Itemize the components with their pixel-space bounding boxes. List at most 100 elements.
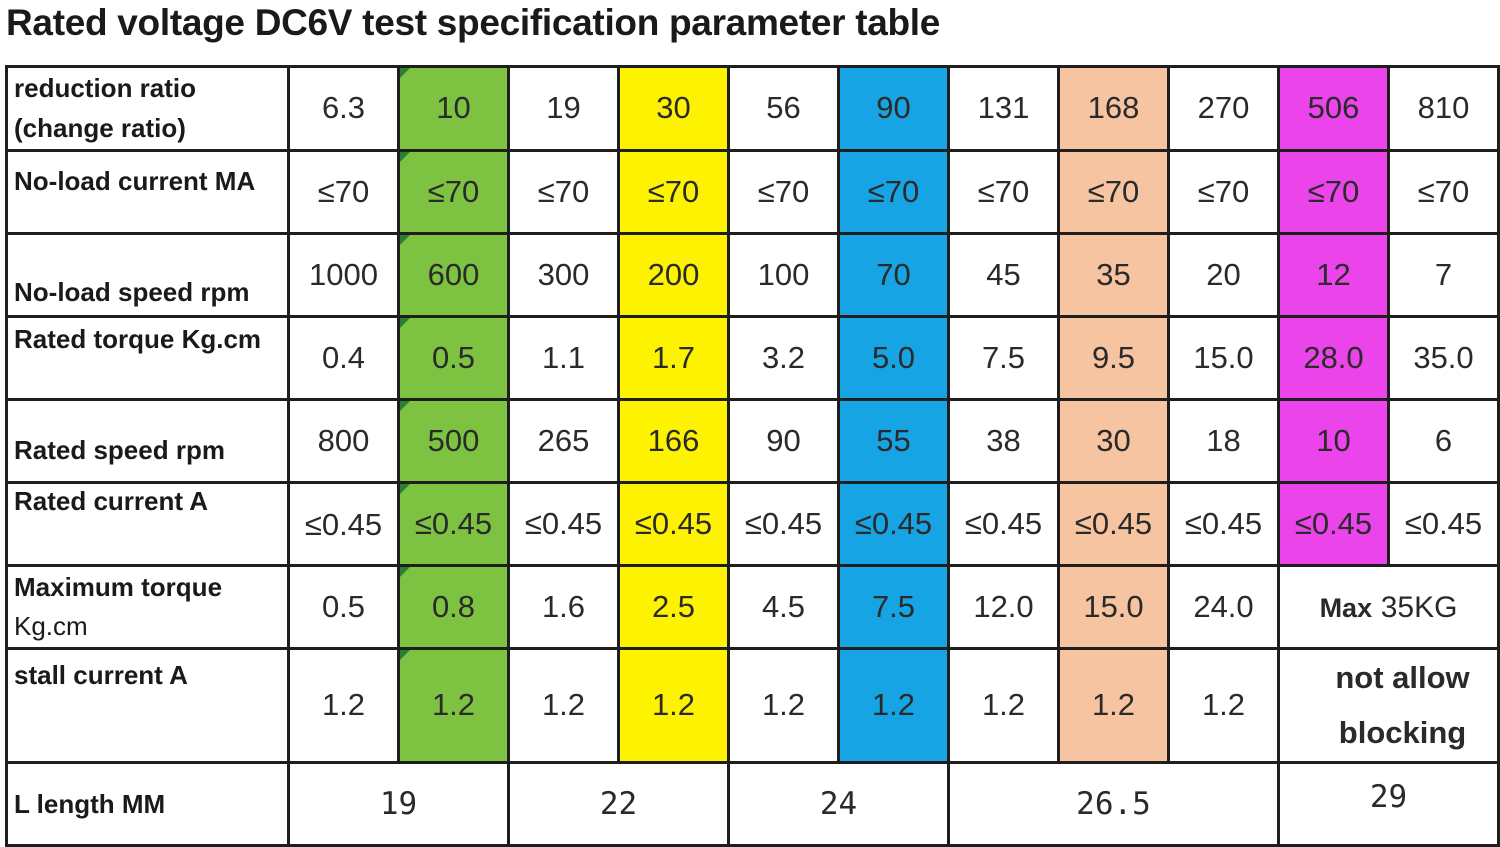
row-label-line: Maximum torque [14, 571, 223, 602]
table-cell: ≤0.45 [947, 480, 1060, 567]
row-label: reduction ratio (change ratio) [5, 65, 290, 152]
length-cell: 29 [1277, 761, 1500, 847]
table-cell: 100 [727, 231, 840, 318]
table-row-no-load-current: No-load current MA ≤70 ≤70 ≤70 ≤70 ≤70 ≤… [5, 148, 1500, 235]
table-cell: ≤70 [397, 148, 510, 235]
table-cell: 1.2 [727, 646, 840, 765]
table-cell: 131 [947, 65, 1060, 152]
table-cell: 810 [1387, 65, 1500, 152]
spec-table: reduction ratio (change ratio) 6.3 10 19… [5, 65, 1500, 847]
row-label: Rated torque Kg.cm [5, 314, 290, 401]
table-cell: ≤70 [837, 148, 950, 235]
table-cell: 1.2 [287, 646, 400, 765]
note-value: 35KG [1380, 590, 1458, 624]
table-cell: 10 [1277, 397, 1390, 484]
page-title: Rated voltage DC6V test specification pa… [6, 2, 941, 43]
length-cell: 19 [287, 761, 510, 847]
table-cell: 38 [947, 397, 1060, 484]
table-cell: ≤70 [1277, 148, 1390, 235]
table-cell: 168 [1057, 65, 1170, 152]
table-cell: 1.2 [837, 646, 950, 765]
table-cell: 600 [397, 231, 510, 318]
table-cell: ≤70 [617, 148, 730, 235]
table-cell: 4.5 [727, 563, 840, 650]
table-cell: 1000 [287, 231, 400, 318]
row-label-line: (change ratio) [14, 113, 186, 144]
table-cell: ≤0.45 [1057, 480, 1170, 567]
table-cell: 30 [617, 65, 730, 152]
table-cell: ≤0.45 [1387, 480, 1500, 567]
table-cell: 56 [727, 65, 840, 152]
table-cell: ≤0.45 [617, 480, 730, 567]
table-row-stall-current: stall current A 1.2 1.2 1.2 1.2 1.2 1.2 … [5, 646, 1500, 765]
table-cell: 7.5 [837, 563, 950, 650]
table-cell: 15.0 [1057, 563, 1170, 650]
table-cell: ≤0.45 [837, 480, 950, 567]
row-label: Maximum torque Kg.cm [5, 563, 290, 650]
table-cell: ≤0.45 [1277, 480, 1390, 567]
table-cell: 1.1 [507, 314, 620, 401]
table-cell: 800 [287, 397, 400, 484]
table-cell: 20 [1167, 231, 1280, 318]
row-label: No-load current MA [5, 148, 290, 235]
note-bold: Max [1319, 592, 1373, 623]
table-cell: 300 [507, 231, 620, 318]
table-cell: 10 [397, 65, 510, 152]
table-cell: 15.0 [1167, 314, 1280, 401]
length-cell: 22 [507, 761, 730, 847]
table-cell: ≤0.45 [397, 480, 510, 567]
row-label: L length MM [5, 761, 290, 847]
note-line: not allow [1335, 659, 1470, 695]
table-row-length: L length MM 19 22 24 26.5 29 [5, 761, 1500, 847]
table-row-rated-current: Rated current A ≤0.45 ≤0.45 ≤0.45 ≤0.45 … [5, 480, 1500, 567]
table-cell: 6 [1387, 397, 1500, 484]
table-cell: 1.2 [1057, 646, 1170, 765]
table-row-reduction-ratio: reduction ratio (change ratio) 6.3 10 19… [5, 65, 1500, 152]
table-cell: 9.5 [1057, 314, 1170, 401]
table-cell: 0.4 [287, 314, 400, 401]
table-cell: 1.2 [1167, 646, 1280, 765]
table-cell: ≤70 [507, 148, 620, 235]
table-cell: 7.5 [947, 314, 1060, 401]
table-cell: 70 [837, 231, 950, 318]
table-cell: 28.0 [1277, 314, 1390, 401]
table-cell: 265 [507, 397, 620, 484]
row-label: stall current A [5, 646, 290, 765]
table-cell: 0.5 [397, 314, 510, 401]
table-cell: 0.8 [397, 563, 510, 650]
table-cell: ≤0.45 [1167, 480, 1280, 567]
table-cell: 35.0 [1387, 314, 1500, 401]
table-cell: 55 [837, 397, 950, 484]
table-cell: ≤0.45 [727, 480, 840, 567]
table-cell: 1.2 [507, 646, 620, 765]
table-cell: ≤70 [727, 148, 840, 235]
table-cell: ≤0.45 [507, 480, 620, 567]
table-cell: 1.6 [507, 563, 620, 650]
table-cell: 500 [397, 397, 510, 484]
table-cell: 12.0 [947, 563, 1060, 650]
row-label-line: Kg.cm [14, 610, 88, 641]
table-cell: 1.2 [617, 646, 730, 765]
table-cell: ≤0.45 [287, 480, 400, 567]
table-row-rated-speed: Rated speed rpm 800 500 265 166 90 55 38… [5, 397, 1500, 484]
stall-note: not allow blocking [1277, 646, 1500, 765]
table-cell: 90 [837, 65, 950, 152]
table-row-no-load-speed: No-load speed rpm 1000 600 300 200 100 7… [5, 231, 1500, 318]
table-cell: 5.0 [837, 314, 950, 401]
table-cell: 2.5 [617, 563, 730, 650]
row-label: Rated speed rpm [5, 397, 290, 484]
table-cell: ≤70 [1167, 148, 1280, 235]
table-cell: 18 [1167, 397, 1280, 484]
table-cell: ≤70 [1387, 148, 1500, 235]
table-cell: 200 [617, 231, 730, 318]
table-row-rated-torque: Rated torque Kg.cm 0.4 0.5 1.1 1.7 3.2 5… [5, 314, 1500, 401]
table-cell: 12 [1277, 231, 1390, 318]
table-cell: ≤70 [947, 148, 1060, 235]
table-cell: 0.5 [287, 563, 400, 650]
table-cell: 1.7 [617, 314, 730, 401]
table-cell: 1.2 [947, 646, 1060, 765]
row-label-line: reduction ratio [14, 73, 197, 103]
length-cell: 26.5 [947, 761, 1280, 847]
table-row-maximum-torque: Maximum torque Kg.cm 0.5 0.8 1.6 2.5 4.5… [5, 563, 1500, 650]
table-cell: ≤70 [1057, 148, 1170, 235]
